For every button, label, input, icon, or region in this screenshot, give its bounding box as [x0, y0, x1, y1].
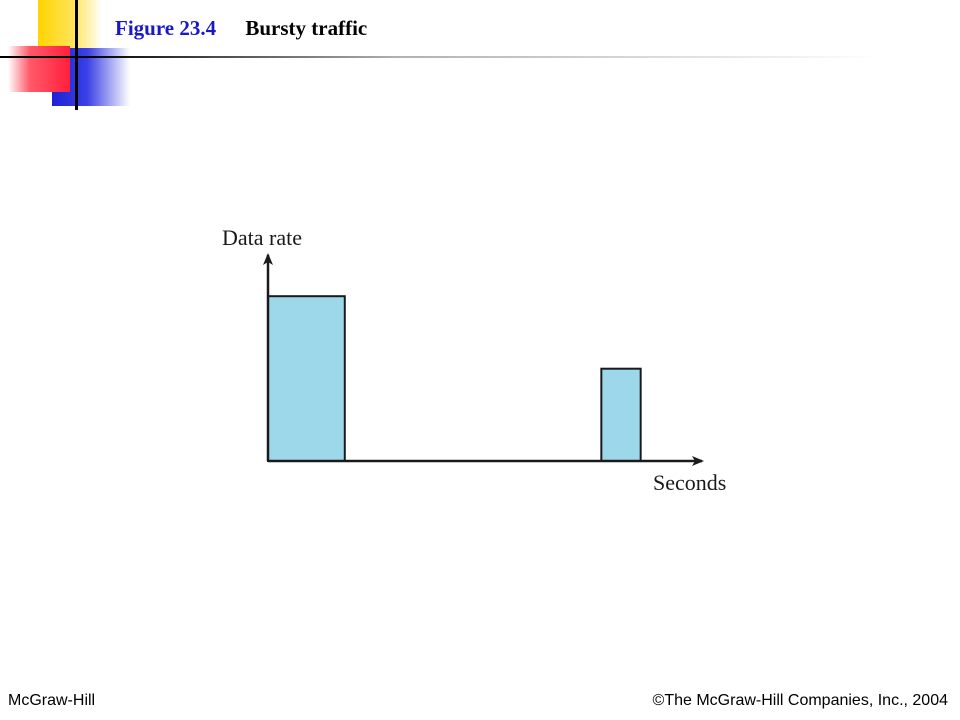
bars-layer	[267, 295, 642, 463]
slide-title: Figure 23.4 Bursty traffic	[115, 16, 367, 41]
figure-title: Bursty traffic	[245, 16, 368, 40]
decor-horizontal-rule	[0, 56, 880, 58]
decor-red-block	[8, 46, 70, 92]
x-axis-label: Seconds	[653, 470, 726, 495]
figure-number: Figure 23.4	[115, 16, 217, 40]
traffic-burst-bar-1	[267, 295, 346, 463]
footer-publisher: McGraw-Hill	[8, 692, 96, 709]
decor-vertical-rule	[75, 0, 78, 110]
footer-copyright: ©The McGraw-Hill Companies, Inc., 2004	[652, 692, 948, 709]
y-axis-label: Data rate	[222, 225, 302, 250]
traffic-burst-bar-2	[600, 367, 642, 463]
